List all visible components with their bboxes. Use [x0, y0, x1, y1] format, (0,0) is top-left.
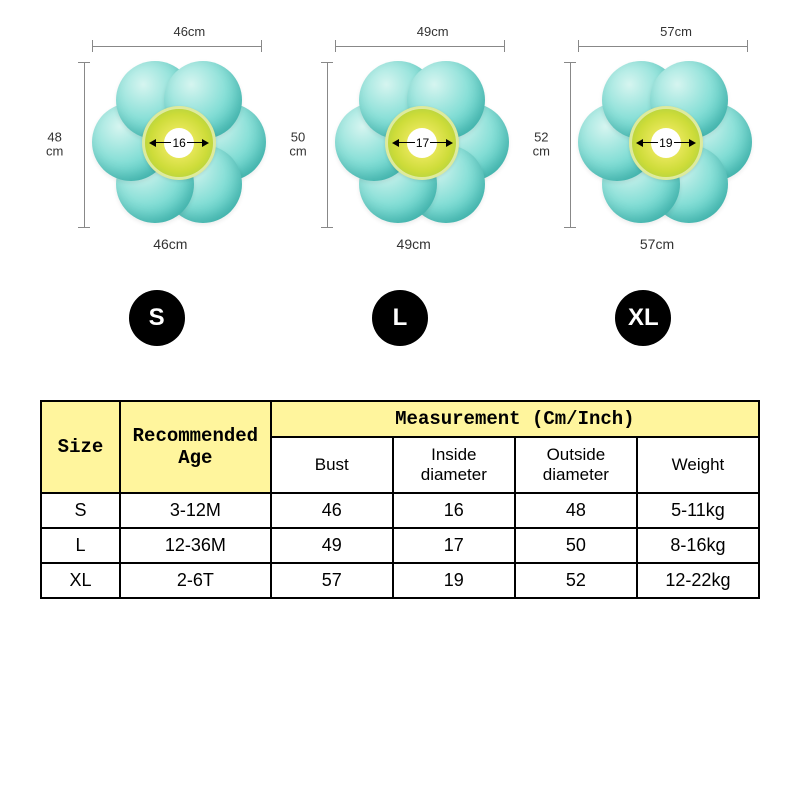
inner-diameter-label: 16: [171, 136, 186, 150]
dimension-diagram: 49cm 50cm 17 49cm: [285, 40, 515, 250]
cell-bust: 46: [271, 493, 393, 528]
top-width-guide: 57cm: [578, 40, 748, 54]
col-size: Size: [41, 401, 120, 493]
cell-inside: 19: [393, 563, 515, 598]
cell-weight: 5-11kg: [637, 493, 759, 528]
col-weight: Weight: [637, 437, 759, 493]
cell-size: XL: [41, 563, 120, 598]
height-guide: [564, 62, 576, 228]
size-table: Size Recommended Age Measurement (Cm/Inc…: [40, 400, 760, 599]
cell-inside: 17: [393, 528, 515, 563]
dimension-diagram: 46cm 48cm 16 46cm: [42, 40, 272, 250]
size-table-body: S3-12M4616485-11kgL12-36M4917508-16kgXL2…: [41, 493, 759, 598]
product-card: 46cm 48cm 16 46cm S: [42, 40, 272, 346]
bottom-width-label: 49cm: [397, 236, 431, 252]
float-illustration: 17: [340, 60, 505, 225]
inner-diameter-arrow: 17: [392, 136, 452, 150]
top-width-label: 46cm: [173, 24, 205, 39]
table-row: L12-36M4917508-16kg: [41, 528, 759, 563]
cell-inside: 16: [393, 493, 515, 528]
size-badge: L: [372, 290, 428, 346]
height-guide: [78, 62, 90, 228]
product-card: 49cm 50cm 17 49cm L: [285, 40, 515, 346]
size-badge: S: [129, 290, 185, 346]
float-illustration: 16: [97, 60, 262, 225]
top-width-label: 57cm: [660, 24, 692, 39]
cell-weight: 12-22kg: [637, 563, 759, 598]
top-width-guide: 49cm: [335, 40, 505, 54]
col-bust: Bust: [271, 437, 393, 493]
cell-age: 2-6T: [120, 563, 271, 598]
height-label: 50cm: [281, 131, 315, 160]
cell-outside: 48: [515, 493, 637, 528]
cell-age: 12-36M: [120, 528, 271, 563]
top-width-label: 49cm: [417, 24, 449, 39]
cell-outside: 52: [515, 563, 637, 598]
table-row: XL2-6T57195212-22kg: [41, 563, 759, 598]
bottom-width-label: 57cm: [640, 236, 674, 252]
dimension-diagram: 57cm 52cm 19 57cm: [528, 40, 758, 250]
products-row: 46cm 48cm 16 46cm S: [40, 40, 760, 346]
inner-diameter-arrow: 16: [149, 136, 209, 150]
cell-weight: 8-16kg: [637, 528, 759, 563]
size-table-container: Size Recommended Age Measurement (Cm/Inc…: [40, 400, 760, 599]
cell-size: S: [41, 493, 120, 528]
col-inside: Inside diameter: [393, 437, 515, 493]
height-label: 52cm: [524, 131, 558, 160]
top-width-guide: 46cm: [92, 40, 262, 54]
bottom-width-label: 46cm: [153, 236, 187, 252]
inner-diameter-label: 19: [658, 136, 673, 150]
float-illustration: 19: [583, 60, 748, 225]
table-row: S3-12M4616485-11kg: [41, 493, 759, 528]
product-card: 57cm 52cm 19 57cm XL: [528, 40, 758, 346]
col-age: Recommended Age: [120, 401, 271, 493]
size-badge: XL: [615, 290, 671, 346]
cell-bust: 49: [271, 528, 393, 563]
cell-outside: 50: [515, 528, 637, 563]
col-outside: Outside diameter: [515, 437, 637, 493]
height-label: 48cm: [38, 131, 72, 160]
col-measurement: Measurement (Cm/Inch): [271, 401, 759, 437]
cell-bust: 57: [271, 563, 393, 598]
cell-age: 3-12M: [120, 493, 271, 528]
height-guide: [321, 62, 333, 228]
cell-size: L: [41, 528, 120, 563]
inner-diameter-label: 17: [415, 136, 430, 150]
inner-diameter-arrow: 19: [636, 136, 696, 150]
